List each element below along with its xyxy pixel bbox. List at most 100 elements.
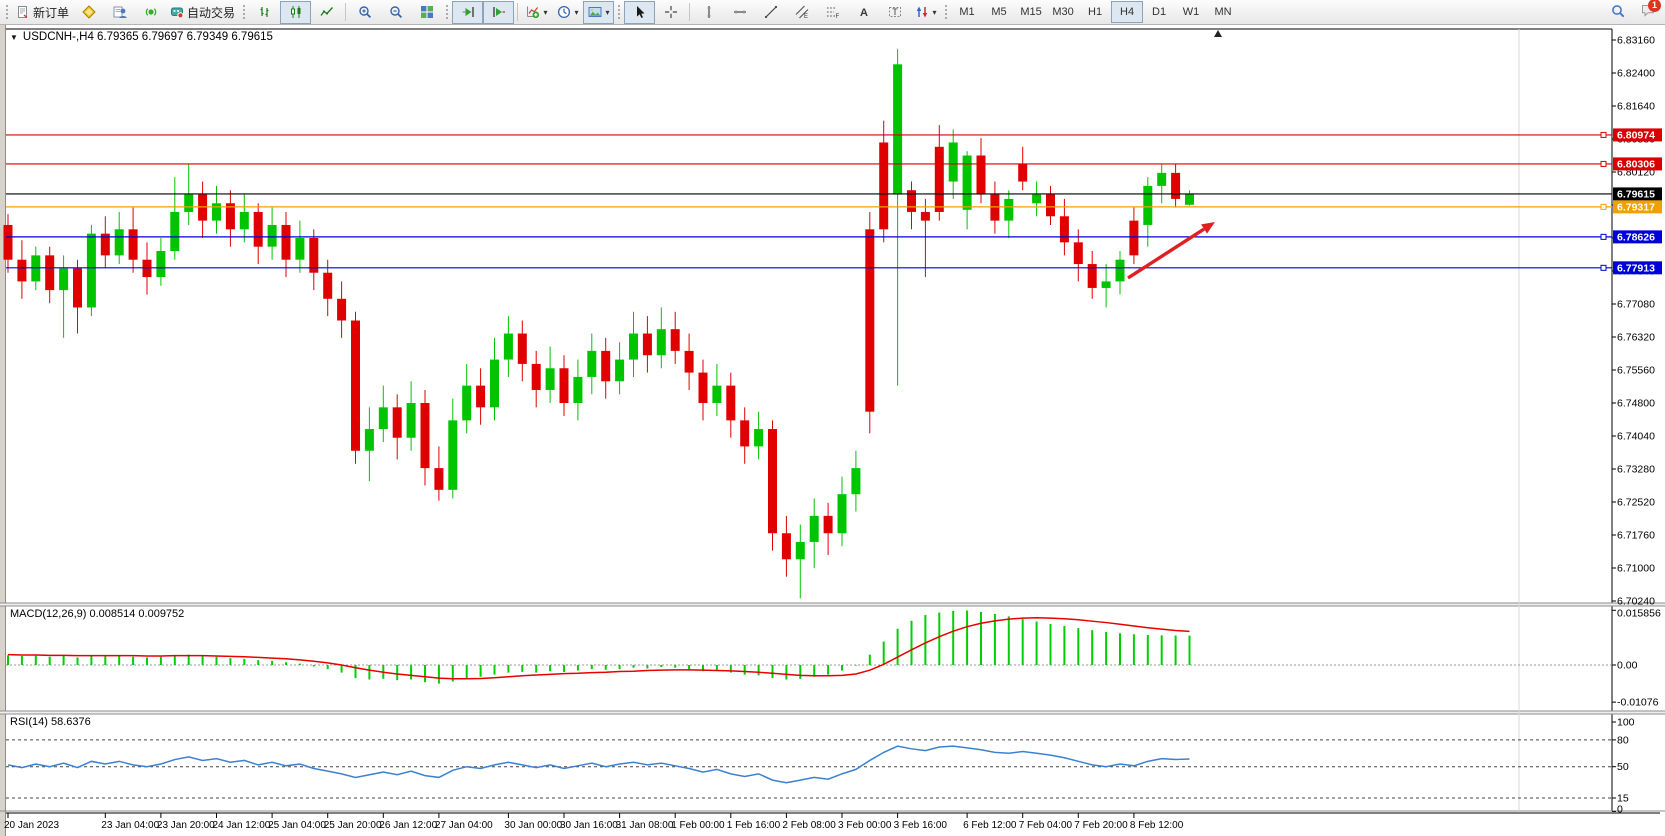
horizontal-lines-layer[interactable] [6,131,1612,271]
pane-frames [0,28,1665,812]
autotrading-icon [170,5,184,19]
rsi-axis-label: 0 [1617,804,1623,816]
timeframe-h4-button[interactable]: H4 [1111,1,1144,23]
fibonacci-button[interactable]: F [817,1,848,24]
price-tick-label: 6.75560 [1617,364,1655,376]
price-tick-label: 6.83160 [1617,35,1655,47]
arrows-tool-icon [915,5,929,19]
price-tick-label: 6.71000 [1617,562,1655,574]
line-chart-button[interactable] [311,1,342,24]
zoom-in-icon [358,5,372,19]
horizontal-line-button[interactable] [724,1,755,24]
price-badge-label: 6.79317 [1617,201,1655,213]
market-watch-button[interactable] [73,1,104,24]
price-badge [1613,261,1662,275]
time-axis-label: 31 Jan 08:00 [616,820,674,831]
toolbar-right: 1 [1602,0,1665,24]
price-badge-label: 6.80974 [1617,129,1655,141]
button-label: MN [1214,6,1232,18]
svg-text:T: T [892,7,898,17]
crosshair-button[interactable] [655,1,686,24]
timeframe-h1-button[interactable]: H1 [1079,1,1111,23]
equidistant-channel-button[interactable]: E [786,1,817,24]
timeframe-m5-button[interactable]: M5 [983,1,1015,23]
price-tick-label: 6.74800 [1617,397,1655,409]
timeframe-w1-button[interactable]: W1 [1175,1,1207,23]
time-axis-label: 2 Feb 08:00 [782,820,836,831]
chart-title: ▼ USDCNH-,H4 6.79365 6.79697 6.79349 6.7… [10,31,273,43]
chevron-down-icon[interactable]: ▾ [932,7,937,17]
new-order-icon [16,5,30,19]
trendline-button[interactable] [755,1,786,24]
time-axis-label: 30 Jan 00:00 [504,820,562,831]
timeframe-m15-button[interactable]: M15 [1015,1,1047,23]
terminal-button[interactable] [104,1,135,24]
timeframe-m30-button[interactable]: M30 [1047,1,1079,23]
macd-pane: 0.015856 0.00 -0.01076 [6,608,1661,709]
indicators-button[interactable]: ▾ [521,1,552,24]
end-of-data-marker [1214,30,1222,37]
time-axis-label: 3 Feb 00:00 [838,820,892,831]
chat-button[interactable]: 1 [1641,0,1661,22]
time-axis-label: 23 Jan 04:00 [101,820,159,831]
candles-chart-icon [289,5,303,19]
bar-chart-button[interactable] [249,1,280,24]
new-order-button[interactable]: 新订单 [12,1,73,24]
search-button[interactable] [1602,1,1633,24]
toolbar-gripper [241,3,246,21]
line-handle[interactable] [1600,131,1607,138]
svg-text:A: A [860,7,868,19]
toolbar-gripper [943,3,948,21]
candlestick-chart-button[interactable] [280,0,312,24]
line-handle[interactable] [1600,233,1607,240]
signals-button[interactable] [135,1,166,24]
chevron-down-icon[interactable]: ▾ [605,7,610,17]
auto-scroll-button[interactable] [452,0,484,24]
cursor-button[interactable] [624,0,656,24]
price-chart[interactable]: 6.831606.824006.816406.808806.801206.793… [0,25,1665,836]
price-tick-label: 6.76320 [1617,331,1655,343]
rsi-axis-label: 100 [1617,717,1635,729]
line-handle[interactable] [1600,264,1607,271]
zoom-out-button[interactable] [380,1,411,24]
bars-chart-icon [258,5,272,19]
autotrading-button[interactable]: 自动交易 [166,1,239,24]
line-handle[interactable] [1600,203,1607,210]
text-label-button[interactable]: T [879,1,910,24]
price-tick-label: 6.71760 [1617,529,1655,541]
macd-axis-label: 0.015856 [1617,608,1661,620]
time-axis-label: 26 Jan 12:00 [379,820,437,831]
timeframe-mn-button[interactable]: MN [1207,1,1239,23]
timeframe-m1-button[interactable]: M1 [951,1,983,23]
rsi-pane: 100 80 50 150 [6,717,1635,816]
text-label-icon: T [888,5,902,19]
zoom-in-button[interactable] [349,1,380,24]
price-badge [1613,187,1662,201]
rsi-line [7,745,1190,784]
price-badge-label: 6.79615 [1617,188,1655,200]
line-handle[interactable] [1600,160,1607,167]
hline-icon [733,5,747,19]
chevron-down-icon[interactable]: ▼ [10,32,18,42]
gold-diamond-icon [81,5,96,19]
trend-arrow-annotation[interactable] [1127,222,1215,280]
chevron-down-icon[interactable]: ▾ [574,7,579,17]
text-a-icon: A [857,5,871,19]
chevron-down-icon[interactable]: ▾ [543,7,548,17]
line-chart-icon [320,5,334,19]
text-button[interactable]: A [848,1,879,24]
vertical-line-button[interactable] [693,1,724,24]
auto-scroll-icon [461,5,475,19]
button-label: D1 [1152,6,1167,18]
crosshair-icon [664,5,678,19]
tile-windows-button[interactable] [411,1,442,24]
periods-button[interactable]: ▾ [552,1,583,24]
chart-shift-button[interactable] [483,0,515,24]
price-tick-label: 6.70240 [1617,595,1655,607]
arrows-button[interactable]: ▾ [910,1,941,24]
time-axis-label: 1 Feb 16:00 [727,820,781,831]
chart-window[interactable]: 6.831606.824006.816406.808806.801206.793… [0,25,1665,836]
templates-button[interactable]: ▾ [583,0,615,24]
timeframe-d1-button[interactable]: D1 [1143,1,1175,23]
